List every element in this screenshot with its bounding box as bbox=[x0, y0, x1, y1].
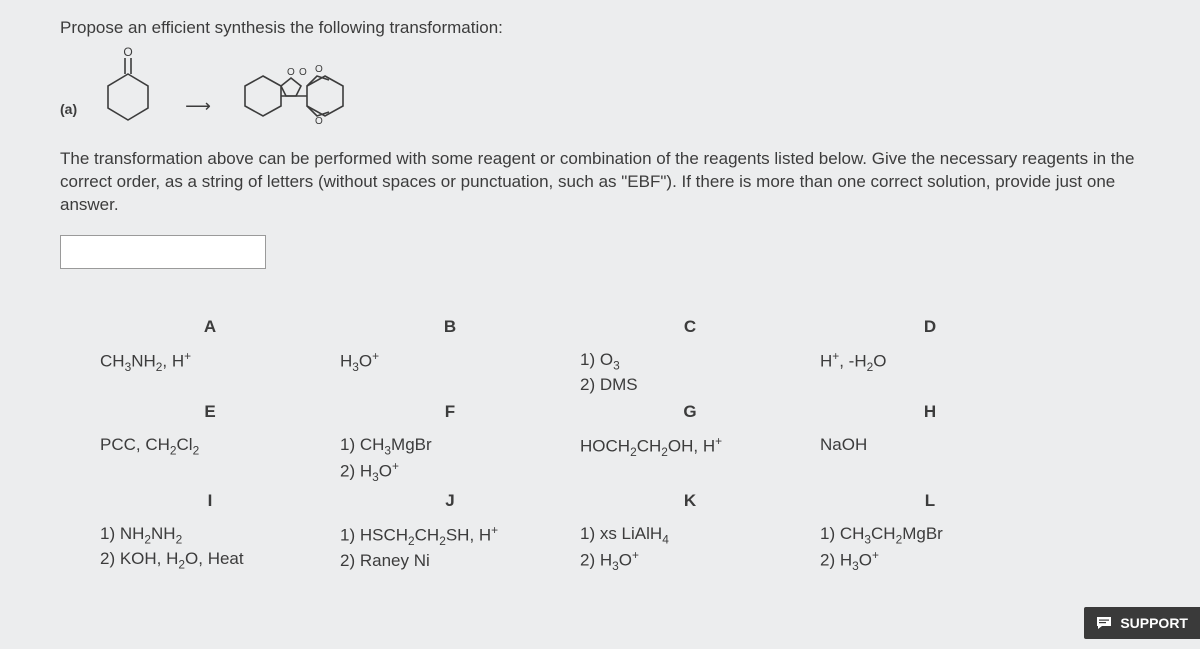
svg-text:O: O bbox=[315, 64, 323, 75]
product-structure: O O O O bbox=[233, 46, 373, 132]
svg-text:O: O bbox=[287, 67, 295, 78]
reagent-b: H3O+ bbox=[340, 349, 560, 396]
reagent-h: NaOH bbox=[820, 434, 1040, 485]
instructions-text: The transformation above can be performe… bbox=[60, 148, 1140, 217]
reagent-c: 1) O32) DMS bbox=[580, 349, 800, 396]
col-head-f: F bbox=[340, 402, 560, 428]
reagent-l: 1) CH3CH2MgBr2) H3O+ bbox=[820, 523, 1040, 574]
reagent-j: 1) HSCH2CH2SH, H+2) Raney Ni bbox=[340, 523, 560, 574]
col-head-i: I bbox=[100, 491, 320, 517]
reagent-k: 1) xs LiAlH42) H3O+ bbox=[580, 523, 800, 574]
svg-text:O: O bbox=[123, 46, 132, 59]
col-head-k: K bbox=[580, 491, 800, 517]
col-head-e: E bbox=[100, 402, 320, 428]
reagent-table: A B C D CH3NH2, H+ H3O+ 1) O32) DMS H+, … bbox=[100, 317, 1140, 575]
reagent-i: 1) NH2NH22) KOH, H2O, Heat bbox=[100, 523, 320, 574]
col-head-d: D bbox=[820, 317, 1040, 343]
col-head-c: C bbox=[580, 317, 800, 343]
reagent-a: CH3NH2, H+ bbox=[100, 349, 320, 396]
reagent-d: H+, -H2O bbox=[820, 349, 1040, 396]
question-page: Propose an efficient synthesis the follo… bbox=[0, 0, 1200, 575]
col-head-h: H bbox=[820, 402, 1040, 428]
support-label: SUPPORT bbox=[1120, 615, 1188, 631]
support-button[interactable]: SUPPORT bbox=[1084, 607, 1200, 639]
part-label: (a) bbox=[60, 101, 77, 117]
col-head-a: A bbox=[100, 317, 320, 343]
reaction-arrow: ⟶ bbox=[185, 96, 211, 117]
starting-material-structure: O bbox=[93, 46, 163, 132]
col-head-b: B bbox=[340, 317, 560, 343]
col-head-j: J bbox=[340, 491, 560, 517]
reagent-e: PCC, CH2Cl2 bbox=[100, 434, 320, 485]
reagent-g: HOCH2CH2OH, H+ bbox=[580, 434, 800, 485]
col-head-g: G bbox=[580, 402, 800, 428]
svg-text:O: O bbox=[299, 67, 307, 78]
answer-input[interactable] bbox=[60, 235, 266, 269]
col-head-l: L bbox=[820, 491, 1040, 517]
svg-text:O: O bbox=[315, 116, 323, 127]
reaction-scheme: (a) O ⟶ bbox=[60, 44, 1140, 134]
reagent-f: 1) CH3MgBr2) H3O+ bbox=[340, 434, 560, 485]
chat-icon bbox=[1096, 616, 1112, 630]
question-title: Propose an efficient synthesis the follo… bbox=[60, 18, 1140, 38]
